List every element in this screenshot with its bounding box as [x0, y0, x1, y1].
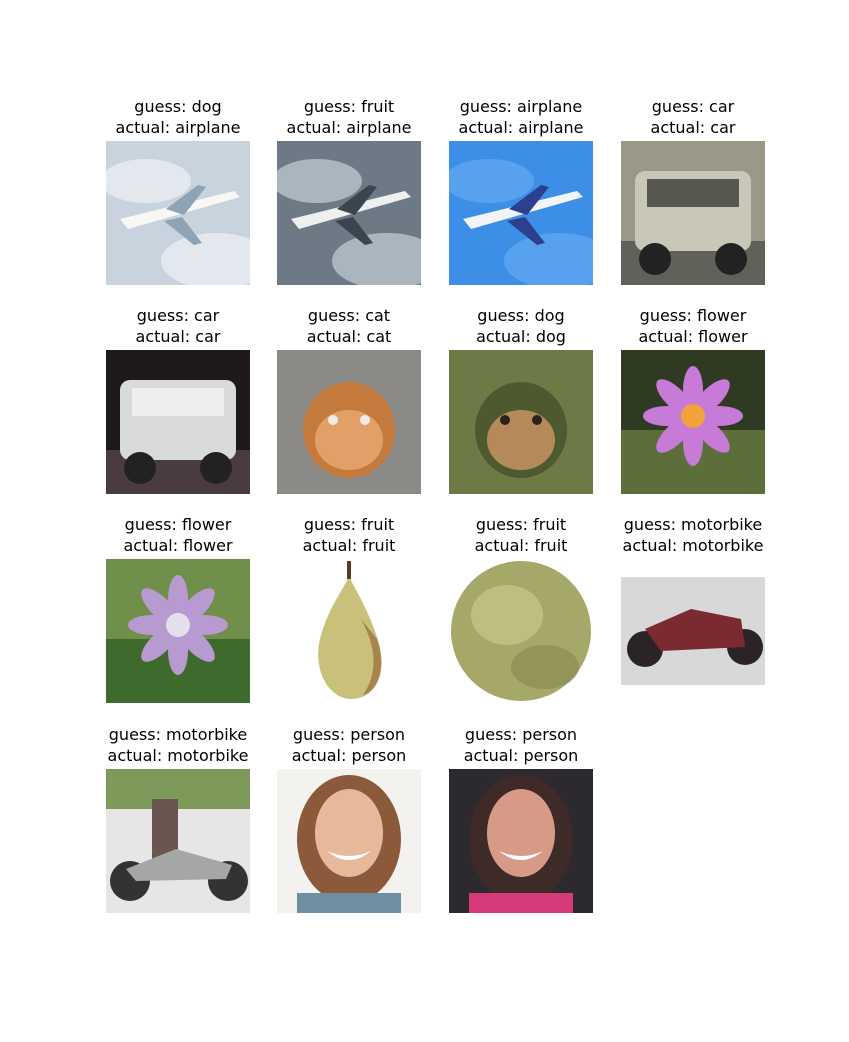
photo-thumbnail: [277, 141, 421, 285]
motorbike-rider-photo: [106, 769, 250, 913]
cell-caption: guess: airplane actual: airplane: [435, 96, 607, 138]
actual-label: actual: motorbike: [107, 746, 249, 765]
airplane-blue-sky-photo: [449, 141, 593, 285]
orange-cat-photo: [277, 350, 421, 494]
photo-thumbnail: [277, 559, 421, 703]
guess-label: guess: cat: [307, 306, 391, 325]
actual-label: actual: airplane: [286, 118, 412, 137]
actual-label: actual: person: [291, 746, 407, 765]
guess-label: guess: dog: [134, 97, 222, 116]
airplane-window-photo: [277, 141, 421, 285]
cell-caption: guess: flower actual: flower: [92, 514, 264, 556]
guess-label: guess: flower: [124, 515, 232, 534]
guess-label: guess: person: [292, 725, 406, 744]
cell-caption: guess: fruit actual: fruit: [263, 514, 435, 556]
actual-label: actual: person: [463, 746, 579, 765]
cell-caption: guess: fruit actual: airplane: [263, 96, 435, 138]
photo-thumbnail: [106, 559, 250, 703]
lotus-flower-photo: [621, 350, 765, 494]
woman-selfie-photo: [449, 769, 593, 913]
green-fruit-photo: [449, 559, 593, 703]
guess-label: guess: motorbike: [623, 515, 763, 534]
photo-thumbnail: [106, 769, 250, 913]
cell-caption: guess: dog actual: airplane: [92, 96, 264, 138]
cell-caption: guess: dog actual: dog: [435, 305, 607, 347]
motorbike-showroom-photo: [621, 559, 765, 703]
photo-thumbnail: [106, 350, 250, 494]
actual-label: actual: motorbike: [622, 536, 764, 555]
guess-label: guess: fruit: [475, 515, 567, 534]
military-truck-photo: [621, 141, 765, 285]
photo-thumbnail: [106, 141, 250, 285]
silver-car-photo: [106, 350, 250, 494]
smiling-woman-photo: [277, 769, 421, 913]
guess-label: guess: airplane: [459, 97, 583, 116]
photo-thumbnail: [449, 141, 593, 285]
cell-caption: guess: car actual: car: [92, 305, 264, 347]
photo-thumbnail: [621, 350, 765, 494]
guess-label: guess: fruit: [303, 515, 395, 534]
cell-caption: guess: car actual: car: [607, 96, 779, 138]
guess-label: guess: car: [136, 306, 220, 325]
actual-label: actual: flower: [638, 327, 748, 346]
actual-label: actual: fruit: [474, 536, 568, 555]
photo-thumbnail: [621, 141, 765, 285]
cell-caption: guess: cat actual: cat: [263, 305, 435, 347]
photo-thumbnail: [449, 350, 593, 494]
photo-thumbnail: [277, 769, 421, 913]
cell-caption: guess: flower actual: flower: [607, 305, 779, 347]
dog-on-grass-photo: [449, 350, 593, 494]
guess-label: guess: dog: [477, 306, 565, 325]
photo-thumbnail: [621, 559, 765, 703]
cell-caption: guess: motorbike actual: motorbike: [92, 724, 264, 766]
water-hyacinth-photo: [106, 559, 250, 703]
cell-caption: guess: person actual: person: [263, 724, 435, 766]
actual-label: actual: car: [135, 327, 221, 346]
actual-label: actual: flower: [123, 536, 233, 555]
actual-label: actual: car: [650, 118, 736, 137]
photo-thumbnail: [449, 769, 593, 913]
airplane-clouds-photo: [106, 141, 250, 285]
actual-label: actual: dog: [476, 327, 566, 346]
actual-label: actual: airplane: [458, 118, 584, 137]
cell-caption: guess: person actual: person: [435, 724, 607, 766]
pear-photo: [277, 559, 421, 703]
cell-caption: guess: fruit actual: fruit: [435, 514, 607, 556]
actual-label: actual: fruit: [302, 536, 396, 555]
guess-label: guess: fruit: [303, 97, 395, 116]
actual-label: actual: cat: [306, 327, 392, 346]
guess-label: guess: car: [651, 97, 735, 116]
photo-thumbnail: [277, 350, 421, 494]
actual-label: actual: airplane: [115, 118, 241, 137]
photo-thumbnail: [449, 559, 593, 703]
guess-label: guess: person: [464, 725, 578, 744]
guess-label: guess: flower: [639, 306, 747, 325]
guess-label: guess: motorbike: [108, 725, 248, 744]
cell-caption: guess: motorbike actual: motorbike: [607, 514, 779, 556]
